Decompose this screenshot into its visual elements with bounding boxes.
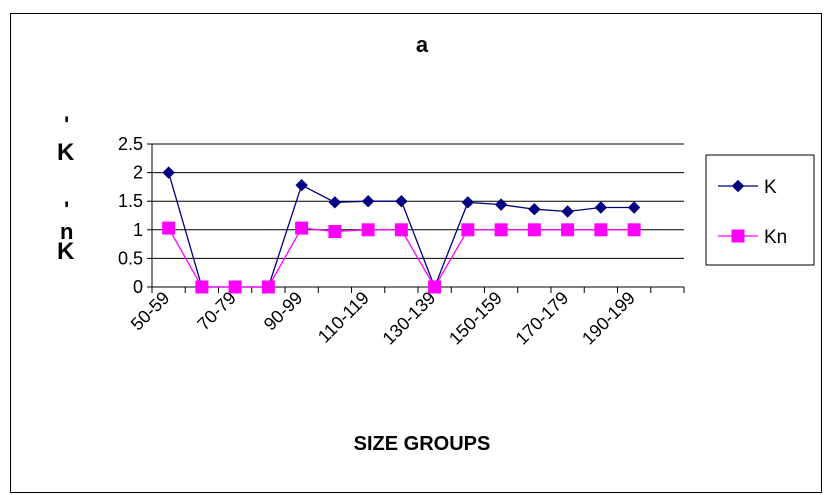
- y-axis-label-part: ': [64, 112, 69, 137]
- legend-box: [705, 154, 815, 266]
- chart-frame: [10, 13, 822, 493]
- x-tick-label: 150-159: [445, 288, 506, 349]
- data-point-marker: [394, 223, 408, 237]
- data-point-marker: [228, 280, 242, 294]
- data-point-marker: [461, 196, 475, 209]
- legend-label: K: [764, 177, 777, 198]
- data-point-marker: [494, 198, 508, 211]
- x-tick-label: 70-79: [193, 288, 240, 335]
- data-point-marker: [528, 203, 541, 216]
- y-axis-label-part: n: [60, 219, 73, 244]
- x-tick-label: 110-119: [314, 288, 373, 347]
- data-point-marker: [295, 178, 308, 192]
- y-axis-label: ' K ' n K: [57, 112, 75, 265]
- data-point-marker: [731, 179, 745, 193]
- data-point-marker: [195, 280, 209, 294]
- data-point-marker: [461, 223, 475, 237]
- legend: K Kn: [705, 154, 815, 266]
- y-axis-label-part: ': [64, 197, 69, 222]
- y-tick-label: 0.5: [118, 248, 143, 268]
- y-axis-label-part: K: [57, 139, 75, 166]
- legend-label: Kn: [764, 227, 787, 248]
- data-point-marker: [561, 205, 574, 218]
- data-point-marker: [527, 223, 541, 237]
- y-tick-label: 2: [133, 163, 143, 183]
- y-tick-label: 0: [133, 277, 143, 297]
- plot-area: 00.511.522.550-59 70-79 90-99 110-119 130-13…: [118, 134, 685, 349]
- series-line-kn: [168, 227, 635, 289]
- x-tick-label: 190-199: [578, 288, 639, 349]
- data-point-marker: [627, 223, 641, 237]
- data-point-marker: [428, 280, 442, 294]
- data-point-marker: [361, 223, 375, 237]
- data-point-marker: [731, 229, 745, 243]
- x-tick-label: 130-139: [379, 288, 440, 349]
- data-point-marker: [627, 201, 641, 214]
- data-point-marker: [295, 221, 309, 235]
- x-tick-label: 90-99: [260, 288, 307, 335]
- y-tick-label: 1.5: [118, 191, 143, 211]
- x-tick-label: 170-179: [512, 288, 573, 349]
- chart-title: a: [416, 32, 429, 57]
- data-point-marker: [261, 280, 275, 294]
- y-tick-label: 1: [133, 220, 143, 240]
- x-axis-label: SIZE GROUPS: [354, 433, 491, 455]
- data-point-marker: [361, 194, 375, 208]
- data-point-marker: [594, 201, 608, 214]
- data-point-marker: [494, 223, 508, 237]
- data-point-marker: [328, 225, 342, 239]
- data-point-marker: [162, 221, 176, 235]
- data-point-marker: [594, 223, 608, 237]
- data-point-marker: [561, 223, 575, 237]
- y-axis-label-part: K: [57, 238, 75, 265]
- data-point-marker: [328, 196, 342, 209]
- data-point-marker: [162, 166, 175, 179]
- y-tick-label: 2.5: [118, 134, 143, 154]
- data-point-marker: [395, 194, 408, 208]
